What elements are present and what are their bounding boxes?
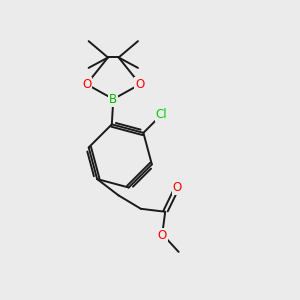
Text: O: O	[158, 229, 167, 242]
Text: O: O	[82, 78, 91, 91]
Text: O: O	[135, 78, 145, 91]
Text: Cl: Cl	[155, 109, 167, 122]
Text: O: O	[172, 181, 182, 194]
Text: B: B	[109, 93, 117, 106]
